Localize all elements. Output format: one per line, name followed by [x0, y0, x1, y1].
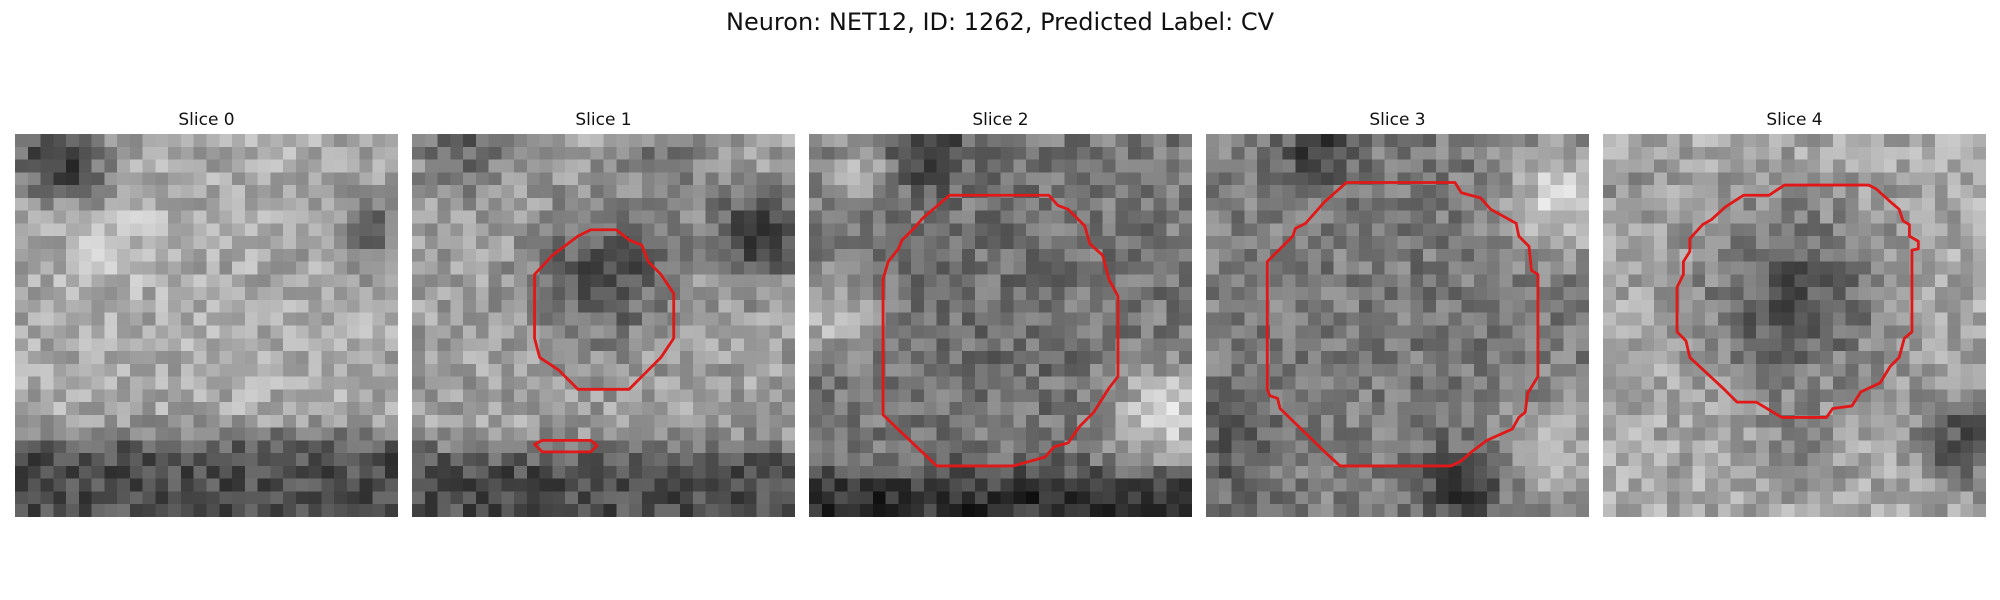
contour-1-main [533, 228, 676, 391]
slice-title-2: Slice 2 [972, 110, 1029, 130]
slice-image-3 [1206, 134, 1589, 517]
slice-pixels-3 [1206, 134, 1589, 517]
slice-title-1: Slice 1 [575, 110, 632, 130]
slice-image-4 [1603, 134, 1986, 517]
slice-pixels-2 [809, 134, 1192, 517]
slice-pixels-1 [412, 134, 795, 517]
slice-title-4: Slice 4 [1766, 110, 1823, 130]
slice-pixels-0 [15, 134, 398, 517]
slice-panel-2: Slice 2 [809, 108, 1192, 517]
contour-1-small [533, 438, 599, 454]
figure-title: Neuron: NET12, ID: 1262, Predicted Label… [726, 8, 1274, 36]
slice-image-2 [809, 134, 1192, 517]
contour-4 [1675, 183, 1920, 419]
contour-3 [1265, 181, 1540, 468]
slice-panel-3: Slice 3 [1206, 108, 1589, 517]
slice-image-1 [412, 134, 795, 517]
slice-pixels-4 [1603, 134, 1986, 517]
slice-title-0: Slice 0 [178, 110, 235, 130]
slice-title-3: Slice 3 [1369, 110, 1426, 130]
slice-panel-1: Slice 1 [412, 108, 795, 517]
slice-panel-4: Slice 4 [1603, 108, 1986, 517]
contour-2 [881, 193, 1120, 468]
slice-image-0 [15, 134, 398, 517]
slice-panel-0: Slice 0 [15, 108, 398, 517]
